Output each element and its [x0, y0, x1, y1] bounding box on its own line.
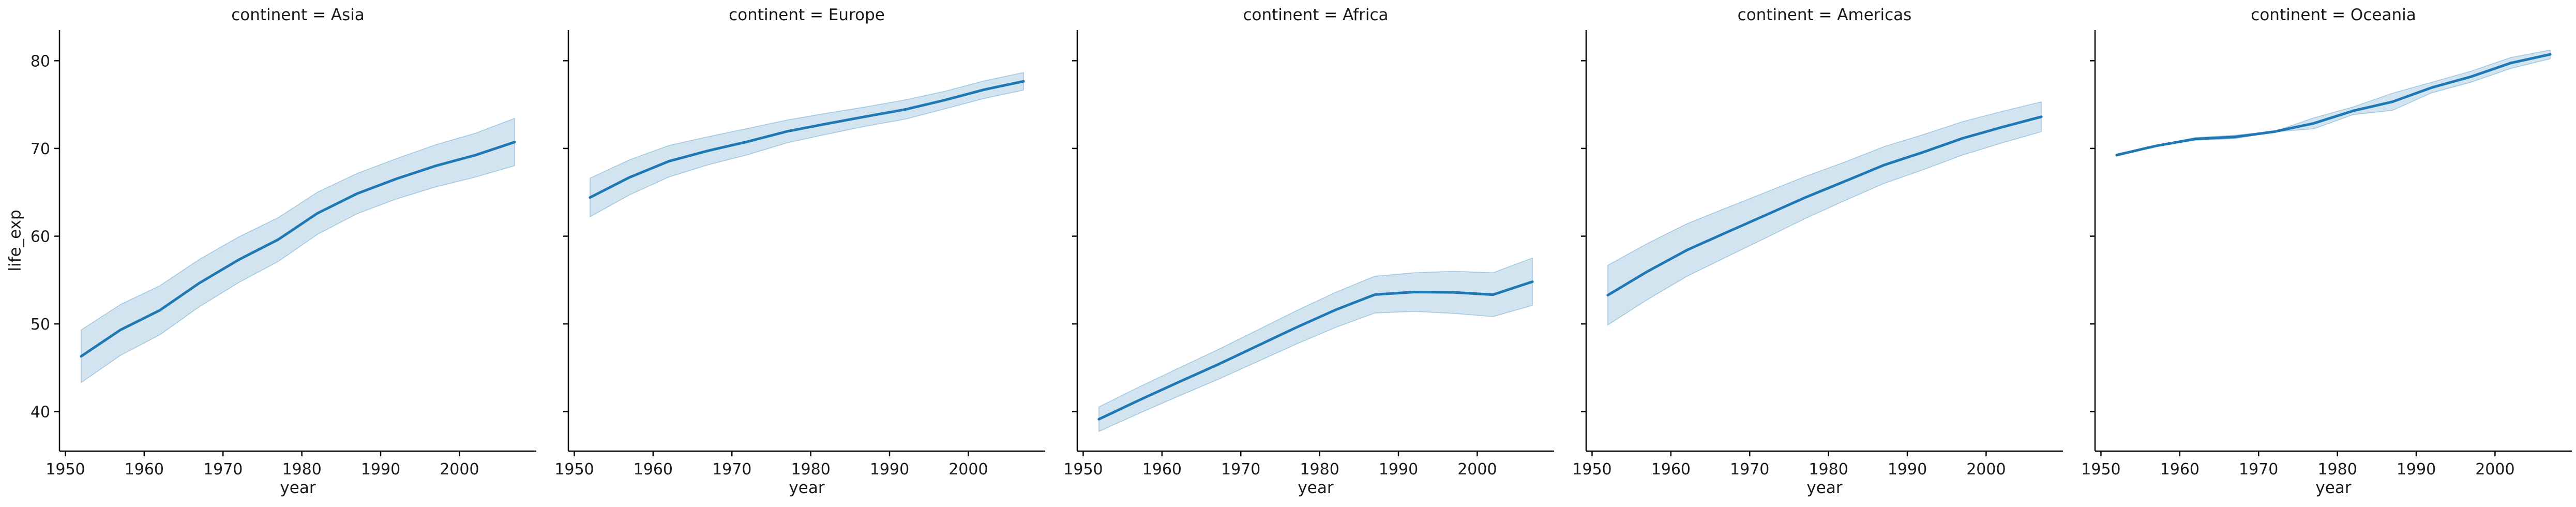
x-tick-label: 2000 — [1966, 460, 2006, 479]
x-tick-label: 1980 — [1809, 460, 1848, 479]
y-tick-label: 50 — [31, 316, 50, 334]
x-tick-label: 1990 — [1379, 460, 1418, 479]
x-axis-label: year — [789, 479, 825, 497]
x-tick-label: 1980 — [1300, 460, 1339, 479]
line-chart-americas: 1950 1960 1970 1980 1990 2000 — [1572, 30, 2063, 479]
x-tick-label: 1950 — [1063, 460, 1103, 479]
x-tick-label: 1950 — [1572, 460, 1611, 479]
x-axis-label: year — [280, 479, 316, 497]
x-tick-label: 1960 — [634, 460, 673, 479]
line-chart-oceania: 1950 1960 1970 1980 1990 2000 — [2081, 30, 2572, 479]
x-tick-label: 1950 — [46, 460, 85, 479]
facet-panel-africa: continent = Africa 1950 1960 1970 1980 1990 2… — [1063, 0, 1554, 497]
x-tick-label: 1990 — [361, 460, 400, 479]
x-tick-label: 2000 — [948, 460, 988, 479]
x-tick-label: 1970 — [203, 460, 243, 479]
x-tick-label: 1980 — [282, 460, 321, 479]
x-tick-label: 1970 — [712, 460, 751, 479]
trend-line — [1606, 115, 2043, 296]
x-tick-label: 1960 — [2160, 460, 2200, 479]
facet-title: continent = Oceania — [2251, 5, 2416, 24]
x-axis-label: year — [1298, 479, 1334, 497]
facet-title: continent = Asia — [231, 5, 365, 24]
facet-title: continent = Africa — [1243, 5, 1389, 24]
x-tick-label: 1990 — [2397, 460, 2436, 479]
x-tick-label: 1950 — [554, 460, 594, 479]
facet-panel-americas: continent = Americas 1950 1960 1970 1980 199… — [1572, 0, 2063, 497]
line-chart-africa: 1950 1960 1970 1980 1990 2000 — [1063, 30, 1554, 479]
x-tick-label: 1990 — [870, 460, 909, 479]
y-axis-label: life_exp — [6, 210, 25, 272]
confidence-band — [590, 72, 1024, 217]
y-tick-label: 80 — [31, 52, 50, 70]
x-tick-label: 1970 — [1221, 460, 1260, 479]
confidence-band — [81, 118, 515, 383]
confidence-band — [1098, 257, 1533, 432]
facet-row: continent = Asia 40 50 60 70 80 1950 1960 1970 1… — [31, 0, 2572, 497]
x-tick-label: 1970 — [1730, 460, 1769, 479]
y-tick-label: 60 — [31, 228, 50, 246]
facet-panel-oceania: continent = Oceania 1950 1960 1970 1980 1990… — [2081, 0, 2572, 497]
x-tick-label: 1960 — [1651, 460, 1691, 479]
trend-line — [2115, 53, 2552, 157]
facet-panel-europe: continent = Europe 1950 1960 1970 1980 1990 2… — [554, 0, 1045, 497]
facet-panel-asia: continent = Asia 40 50 60 70 80 1950 1960 1970 1… — [31, 0, 536, 497]
x-tick-label: 1970 — [2239, 460, 2278, 479]
x-tick-label: 1960 — [125, 460, 164, 479]
trend-line — [80, 141, 516, 358]
x-tick-label: 1990 — [1888, 460, 1927, 479]
facet-title: continent = Europe — [729, 5, 885, 24]
x-tick-label: 2000 — [2475, 460, 2514, 479]
y-tick-label: 70 — [31, 140, 50, 158]
trend-line — [1097, 280, 1534, 421]
confidence-band — [1607, 101, 2042, 325]
trend-line — [589, 80, 1025, 199]
x-tick-label: 2000 — [440, 460, 479, 479]
x-axis-label: year — [2315, 479, 2352, 497]
line-chart-asia: 40 50 60 70 80 1950 1960 1970 1980 1990 2000 — [31, 30, 536, 479]
y-tick-label: 40 — [31, 404, 50, 422]
x-tick-label: 1950 — [2081, 460, 2120, 479]
facet-title: continent = Americas — [1737, 5, 1912, 24]
x-tick-label: 1960 — [1142, 460, 1182, 479]
x-tick-label: 2000 — [1457, 460, 1497, 479]
x-tick-label: 1980 — [2317, 460, 2357, 479]
x-axis-label: year — [1806, 479, 1843, 497]
x-tick-label: 1980 — [791, 460, 830, 479]
line-chart-europe: 1950 1960 1970 1980 1990 2000 — [554, 30, 1045, 479]
